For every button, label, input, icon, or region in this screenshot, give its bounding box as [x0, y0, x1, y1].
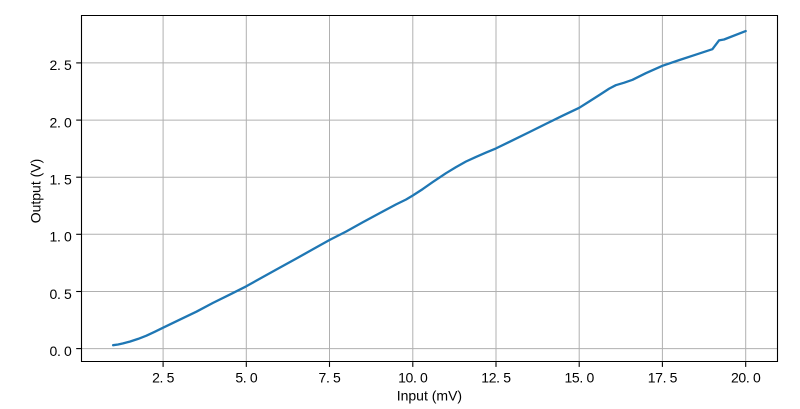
svg-text:0. 0: 0. 0: [50, 343, 73, 359]
svg-text:2. 0: 2. 0: [50, 114, 73, 130]
svg-text:15. 0: 15. 0: [565, 369, 595, 385]
svg-text:7. 5: 7. 5: [319, 369, 342, 385]
svg-text:Input (mV): Input (mV): [397, 388, 462, 404]
svg-text:12. 5: 12. 5: [481, 369, 511, 385]
svg-text:1. 5: 1. 5: [50, 172, 73, 188]
svg-text:2. 5: 2. 5: [152, 369, 175, 385]
svg-text:0. 5: 0. 5: [50, 286, 73, 302]
svg-text:Output (V): Output (V): [28, 159, 44, 224]
svg-text:2. 5: 2. 5: [50, 57, 73, 73]
svg-text:10. 0: 10. 0: [398, 369, 428, 385]
svg-text:17. 5: 17. 5: [648, 369, 678, 385]
svg-text:20. 0: 20. 0: [731, 369, 761, 385]
svg-text:1. 0: 1. 0: [50, 229, 73, 245]
svg-text:5. 0: 5. 0: [235, 369, 258, 385]
